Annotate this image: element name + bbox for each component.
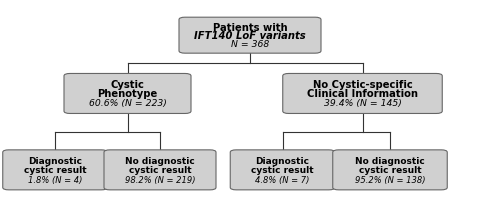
FancyBboxPatch shape xyxy=(3,150,107,190)
Text: cystic result: cystic result xyxy=(251,166,314,174)
FancyBboxPatch shape xyxy=(283,74,442,114)
Text: 1.8% (N = 4): 1.8% (N = 4) xyxy=(28,175,82,184)
Text: No diagnostic: No diagnostic xyxy=(125,156,195,165)
FancyBboxPatch shape xyxy=(104,150,216,190)
FancyBboxPatch shape xyxy=(230,150,334,190)
Text: cystic result: cystic result xyxy=(24,166,86,174)
Text: No diagnostic: No diagnostic xyxy=(355,156,425,165)
FancyBboxPatch shape xyxy=(64,74,191,114)
Text: cystic result: cystic result xyxy=(358,166,422,174)
FancyBboxPatch shape xyxy=(179,18,321,54)
Text: IFT140 LoF variants: IFT140 LoF variants xyxy=(194,31,306,41)
Text: 95.2% (N = 138): 95.2% (N = 138) xyxy=(355,175,425,184)
Text: 98.2% (N = 219): 98.2% (N = 219) xyxy=(125,175,195,184)
Text: 60.6% (N = 223): 60.6% (N = 223) xyxy=(88,99,166,108)
FancyBboxPatch shape xyxy=(333,150,448,190)
Text: cystic result: cystic result xyxy=(128,166,192,174)
Text: 4.8% (N = 7): 4.8% (N = 7) xyxy=(256,175,310,184)
Text: Cystic: Cystic xyxy=(110,80,144,90)
Text: 39.4% (N = 145): 39.4% (N = 145) xyxy=(324,99,402,108)
Text: Diagnostic: Diagnostic xyxy=(256,156,310,165)
Text: N = 368: N = 368 xyxy=(231,40,269,49)
Text: Phenotype: Phenotype xyxy=(98,89,158,99)
Text: Diagnostic: Diagnostic xyxy=(28,156,82,165)
Text: Clinical Information: Clinical Information xyxy=(307,89,418,99)
Text: No Cystic-specific: No Cystic-specific xyxy=(312,80,412,90)
Text: Patients with: Patients with xyxy=(212,23,288,33)
